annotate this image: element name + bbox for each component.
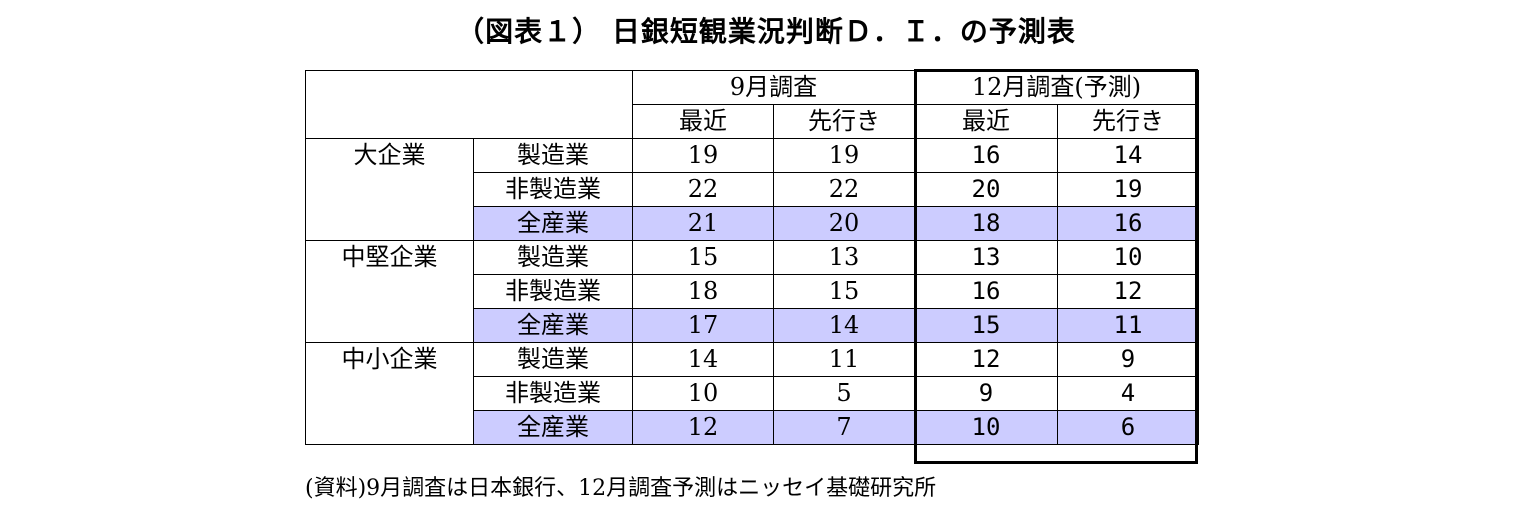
value-dec-forecast: 10 [1057, 240, 1199, 275]
header-dec-forecast: 先行き [1057, 104, 1199, 139]
industry-label: 製造業 [473, 240, 633, 275]
value-sep-recent: 10 [632, 376, 774, 411]
value-sep-forecast: 13 [773, 240, 915, 275]
value-sep-recent: 15 [632, 240, 774, 275]
value-dec-forecast: 12 [1057, 274, 1199, 309]
industry-label: 非製造業 [473, 172, 633, 207]
value-dec-recent: 13 [914, 240, 1058, 275]
value-sep-recent: 18 [632, 274, 774, 309]
industry-label: 全産業 [473, 410, 633, 445]
company-size-label: 中小企業 [305, 342, 474, 445]
header-september-survey: 9月調査 [632, 70, 915, 105]
value-dec-forecast: 4 [1057, 376, 1199, 411]
value-sep-recent: 19 [632, 138, 774, 173]
value-sep-recent: 14 [632, 342, 774, 377]
value-dec-forecast: 9 [1057, 342, 1199, 377]
value-dec-recent: 16 [914, 274, 1058, 309]
value-sep-forecast: 15 [773, 274, 915, 309]
header-corner-cell [305, 70, 633, 139]
value-dec-forecast: 6 [1057, 410, 1199, 445]
value-sep-forecast: 22 [773, 172, 915, 207]
table-row: 非製造業 18 15 16 12 [306, 274, 1199, 309]
page-title: （図表１） 日銀短観業況判断Ｄ．Ｉ．の予測表 [456, 15, 1076, 48]
value-dec-forecast: 11 [1057, 308, 1199, 343]
value-sep-recent: 22 [632, 172, 774, 207]
industry-label: 製造業 [473, 138, 633, 173]
value-sep-forecast: 14 [773, 308, 915, 343]
value-dec-forecast: 19 [1057, 172, 1199, 207]
industry-label: 製造業 [473, 342, 633, 377]
company-size-label: 中堅企業 [305, 240, 474, 343]
value-sep-recent: 21 [632, 206, 774, 241]
header-december-survey: 12月調査(予測) [914, 70, 1199, 105]
table-row: 中小企業 製造業 14 11 12 9 [305, 342, 1199, 445]
industry-label: 非製造業 [473, 376, 633, 411]
source-note: (資料)9月調査は日本銀行、12月調査予測はニッセイ基礎研究所 [305, 476, 937, 501]
di-forecast-table: 9月調査 12月調査(予測) 最近 先行き 最近 先行き 大企業 製造業 19 19 1… [305, 70, 1199, 445]
table-row: 大企業 製造業 19 19 16 14 [305, 138, 1199, 241]
company-size-label: 大企業 [305, 138, 474, 241]
value-dec-forecast: 14 [1057, 138, 1199, 173]
header-sep-recent: 最近 [632, 104, 774, 139]
industry-label: 非製造業 [473, 274, 633, 309]
value-dec-recent: 15 [914, 308, 1058, 343]
header-row-survey: 9月調査 12月調査(予測) [305, 70, 1199, 139]
value-dec-recent: 10 [914, 410, 1058, 445]
value-dec-recent: 9 [914, 376, 1058, 411]
table-row: 全産業 17 14 15 11 [306, 308, 1199, 343]
value-sep-forecast: 11 [773, 342, 915, 377]
value-sep-forecast: 7 [773, 410, 915, 445]
table-row: 全産業 12 7 10 6 [306, 410, 1199, 445]
value-sep-recent: 12 [632, 410, 774, 445]
header-dec-recent: 最近 [914, 104, 1058, 139]
table-row: 全産業 21 20 18 16 [306, 206, 1199, 241]
industry-label: 全産業 [473, 206, 633, 241]
value-sep-forecast: 19 [773, 138, 915, 173]
header-sep-forecast: 先行き [773, 104, 915, 139]
value-sep-forecast: 5 [773, 376, 915, 411]
value-sep-recent: 17 [632, 308, 774, 343]
value-dec-recent: 20 [914, 172, 1058, 207]
value-dec-recent: 12 [914, 342, 1058, 377]
industry-label: 全産業 [473, 308, 633, 343]
table-row: 非製造業 10 5 9 4 [306, 376, 1199, 411]
value-dec-forecast: 16 [1057, 206, 1199, 241]
value-sep-forecast: 20 [773, 206, 915, 241]
table-row: 中堅企業 製造業 15 13 13 10 [305, 240, 1199, 343]
value-dec-recent: 16 [914, 138, 1058, 173]
value-dec-recent: 18 [914, 206, 1058, 241]
